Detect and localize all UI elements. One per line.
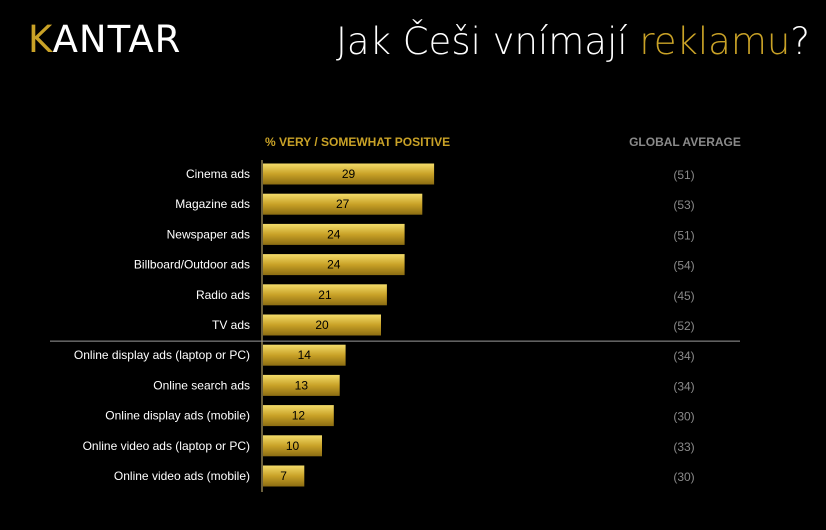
global-average-value: (52): [673, 319, 694, 333]
category-label: Billboard/Outdoor ads: [134, 258, 250, 272]
bar: [263, 223, 405, 245]
global-average-value: (51): [673, 228, 694, 242]
category-label: Online search ads: [153, 378, 250, 392]
bar: [263, 193, 423, 215]
bar: [263, 314, 381, 336]
bar: [263, 405, 334, 427]
bar-value-label: 13: [295, 378, 309, 392]
category-label: Online display ads (laptop or PC): [74, 348, 250, 362]
global-average-value: (45): [673, 289, 694, 303]
bar: [263, 374, 340, 396]
global-average-header: GLOBAL AVERAGE: [629, 135, 741, 149]
bar-value-label: 12: [292, 409, 306, 423]
global-average-value: (51): [673, 168, 694, 182]
kantar-logo: KANTAR: [28, 18, 181, 62]
bar: [263, 435, 322, 457]
value-header: % VERY / SOMEWHAT POSITIVE: [265, 135, 450, 149]
global-average-value: (30): [673, 470, 694, 484]
category-label: Newspaper ads: [167, 227, 250, 241]
bar: [263, 254, 405, 276]
bar-value-label: 10: [286, 439, 300, 453]
bar-value-label: 14: [298, 348, 312, 362]
category-label: Online video ads (mobile): [114, 469, 250, 483]
bar-value-label: 7: [280, 469, 287, 483]
category-label: Radio ads: [196, 288, 250, 302]
bar-value-label: 29: [342, 167, 356, 181]
category-label: TV ads: [212, 318, 250, 332]
bar: [263, 163, 435, 185]
title-end: ?: [790, 20, 810, 63]
category-label: Cinema ads: [186, 167, 250, 181]
title-main: Jak Češi vnímají: [335, 20, 640, 63]
logo-letter-k: K: [28, 18, 53, 61]
global-average-value: (53): [673, 198, 694, 212]
global-average-value: (33): [673, 440, 694, 454]
logo-text: ANTAR: [52, 18, 182, 61]
global-average-value: (30): [673, 410, 694, 424]
global-average-value: (34): [673, 349, 694, 363]
bar: [263, 465, 305, 487]
bar-value-label: 24: [327, 258, 341, 272]
category-label: Online video ads (laptop or PC): [83, 439, 250, 453]
bar-value-label: 20: [315, 318, 329, 332]
title-accent: reklamu: [639, 20, 791, 63]
bar-value-label: 27: [336, 197, 350, 211]
bar: [263, 344, 346, 366]
page-title: Jak Češi vnímají reklamu?: [336, 18, 810, 66]
bar: [263, 284, 387, 306]
category-label: Magazine ads: [175, 197, 250, 211]
bar-value-label: 24: [327, 227, 341, 241]
bar-value-label: 21: [318, 288, 332, 302]
category-label: Online display ads (mobile): [105, 409, 250, 423]
global-average-value: (34): [673, 379, 694, 393]
global-average-value: (54): [673, 259, 694, 273]
